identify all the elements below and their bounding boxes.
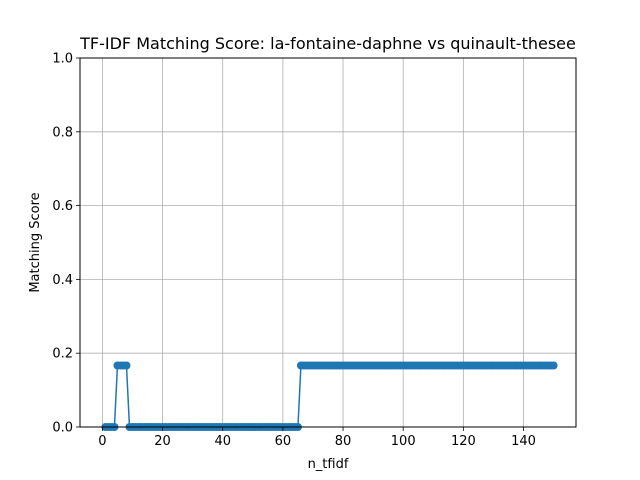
y-tick-label: 0.8 (52, 125, 73, 140)
y-tick-label: 0.6 (52, 199, 73, 214)
x-tick-label: 140 (511, 434, 536, 449)
x-tick-label: 40 (214, 434, 231, 449)
data-point (549, 361, 558, 370)
y-tick-label: 0.2 (52, 347, 73, 362)
chart-title: TF-IDF Matching Score: la-fontaine-daphn… (79, 34, 576, 53)
x-tick-label: 80 (335, 434, 352, 449)
x-tick-label: 20 (154, 434, 171, 449)
x-tick-label: 120 (451, 434, 476, 449)
x-tick-label: 0 (98, 434, 106, 449)
plot-frame (79, 57, 577, 428)
x-tick-label: 60 (275, 434, 292, 449)
y-tick-label: 1.0 (52, 52, 73, 67)
series-layer (101, 361, 558, 431)
y-axis-label: Matching Score (28, 192, 43, 292)
data-point (122, 361, 131, 370)
x-tick-label: 100 (391, 434, 416, 449)
y-tick-label: 0.0 (52, 421, 73, 436)
y-tick-label: 0.4 (52, 273, 73, 288)
x-axis-label: n_tfidf (308, 457, 349, 472)
axis-ticks: 0 20 40 60 80 100 120 140 0.0 0.2 0.4 0.6 0.8 1.0 (52, 52, 536, 450)
